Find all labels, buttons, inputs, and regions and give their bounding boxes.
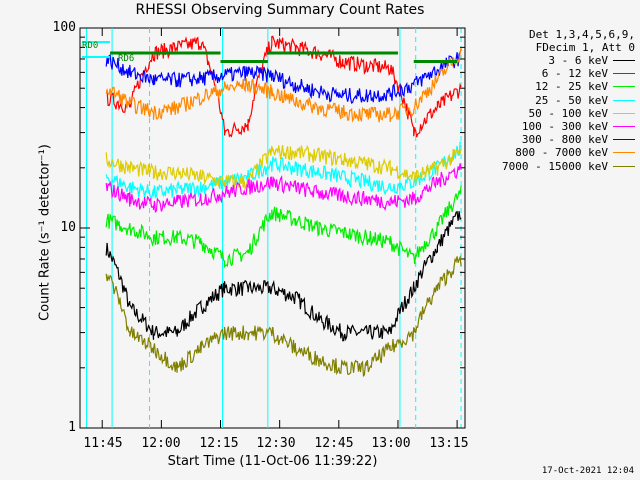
series-line xyxy=(105,144,462,192)
legend-label: 100 - 300 keV xyxy=(521,119,608,133)
x-axis-label: Start Time (11-Oct-06 11:39:22) xyxy=(167,454,378,469)
y-tick-label: 1 xyxy=(68,420,76,435)
series-layer xyxy=(105,35,462,378)
legend-entry: 12 - 25 keV xyxy=(470,80,635,93)
legend-entry: 800 - 7000 keV xyxy=(470,146,635,159)
x-tick-label: 12:45 xyxy=(314,436,354,451)
x-tick-label: 12:30 xyxy=(256,436,296,451)
legend-header-line: Det 1,3,4,5,6,9, xyxy=(529,28,635,41)
legend-label: 300 - 800 keV xyxy=(521,133,608,147)
chart-title: RHESSI Observing Summary Count Rates xyxy=(135,2,425,18)
legend-label: 6 - 12 keV xyxy=(541,67,608,81)
legend-label: 12 - 25 keV xyxy=(535,80,608,94)
legend-swatch xyxy=(613,126,635,128)
series-line xyxy=(105,141,462,201)
legend-entry: 25 - 50 keV xyxy=(470,94,635,107)
x-tick-label: 11:45 xyxy=(83,436,123,451)
legend-entry: 300 - 800 keV xyxy=(470,133,635,146)
legend-label: 800 - 7000 keV xyxy=(515,146,608,160)
marker-label: RD0 xyxy=(82,41,98,51)
legend-entry: 50 - 100 keV xyxy=(470,107,635,120)
legend-label: 3 - 6 keV xyxy=(548,54,608,67)
marker-layer: RD0 RD6 xyxy=(82,41,458,64)
legend-swatch xyxy=(613,165,635,167)
marker-label: RD6 xyxy=(118,54,134,64)
x-tick-label: 13:00 xyxy=(371,436,411,451)
legend: Det 1,3,4,5,6,9, FDecim 1, Att 0 3 - 6 k… xyxy=(470,28,635,173)
legend-entry: 3 - 6 keV xyxy=(470,54,635,67)
legend-swatch xyxy=(613,60,635,62)
legend-label: 7000 - 15000 keV xyxy=(502,159,608,173)
timestamp: 17-Oct-2021 12:04 xyxy=(541,466,634,476)
x-tick-label: 12:15 xyxy=(199,436,239,451)
legend-swatch xyxy=(613,152,635,154)
series-line xyxy=(105,47,462,123)
series-line xyxy=(105,49,462,104)
legend-label: 50 - 100 keV xyxy=(528,106,608,120)
series-line xyxy=(105,163,462,214)
y-tick-label: 100 xyxy=(52,20,76,35)
series-line xyxy=(105,210,462,342)
legend-swatch xyxy=(613,139,635,141)
series-line xyxy=(105,185,462,269)
legend-header-line: FDecim 1, Att 0 xyxy=(535,41,635,54)
legend-swatch xyxy=(613,73,635,75)
legend-swatch xyxy=(613,86,635,88)
x-tick-label: 13:15 xyxy=(429,436,469,451)
series-line xyxy=(105,255,462,378)
legend-label: 25 - 50 keV xyxy=(535,93,608,107)
x-tick-label: 12:00 xyxy=(141,436,181,451)
legend-entry: 100 - 300 keV xyxy=(470,120,635,133)
legend-swatch xyxy=(613,112,635,114)
legend-entry: 7000 - 15000 keV xyxy=(470,160,635,173)
y-tick-label: 10 xyxy=(60,220,76,235)
legend-swatch xyxy=(613,99,635,101)
legend-entry: 6 - 12 keV xyxy=(470,67,635,80)
